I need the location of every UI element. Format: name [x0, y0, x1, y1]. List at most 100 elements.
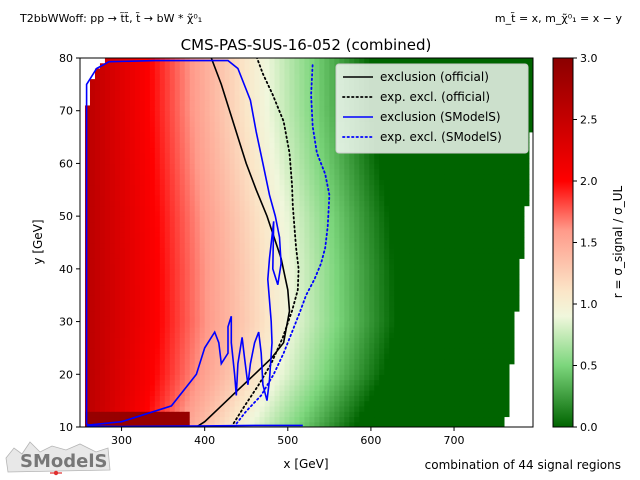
heatmap-cell [444, 263, 450, 270]
heatmap-cell [189, 374, 196, 381]
heatmap-cell [109, 332, 116, 338]
heatmap-cell [349, 237, 355, 244]
heatmap-cell [304, 347, 311, 354]
heatmap-cell [409, 216, 415, 223]
heatmap-cell [488, 390, 495, 396]
heatmap-cell [189, 279, 196, 286]
heatmap-cell [394, 332, 400, 338]
heatmap-cell [434, 179, 440, 186]
heatmap-cell [164, 210, 171, 217]
heatmap-cell [234, 411, 241, 418]
heatmap-cell [468, 268, 475, 275]
heatmap-cell [159, 358, 166, 365]
heatmap-cell [314, 321, 320, 328]
heatmap-cell [194, 416, 201, 423]
heatmap-cell [493, 384, 500, 391]
heatmap-cell [444, 195, 450, 201]
heatmap-cell [134, 305, 141, 312]
heatmap-cell [449, 300, 455, 307]
heatmap-cell [204, 189, 211, 196]
heatmap-cell [414, 200, 420, 207]
heatmap-cell [219, 321, 226, 328]
heatmap-cell [229, 168, 236, 175]
heatmap-cell [119, 358, 126, 365]
heatmap-cell [414, 421, 420, 427]
heatmap-cell [354, 168, 360, 175]
heatmap-cell [149, 184, 156, 191]
heatmap-cell [314, 384, 320, 391]
heatmap-cell [319, 395, 325, 402]
heatmap-cell [124, 363, 131, 370]
heatmap-cell [229, 189, 236, 196]
heatmap-cell [384, 358, 390, 365]
heatmap-cell [344, 347, 350, 354]
heatmap-cell [124, 379, 131, 386]
heatmap-cell [339, 284, 345, 291]
heatmap-cell [488, 247, 495, 254]
heatmap-cell [274, 179, 281, 186]
heatmap-cell [204, 126, 211, 133]
heatmap-cell [224, 205, 231, 212]
heatmap-cell [354, 326, 360, 333]
heatmap-cell [289, 342, 296, 349]
heatmap-cell [284, 221, 291, 228]
heatmap-cell [184, 242, 191, 249]
heatmap-cell [279, 311, 286, 317]
heatmap-cell [234, 200, 241, 207]
heatmap-cell [254, 142, 261, 149]
heatmap-cell [444, 216, 450, 223]
heatmap-cell [454, 369, 460, 375]
heatmap-cell [229, 247, 236, 254]
heatmap-cell [169, 195, 176, 201]
heatmap-cell [119, 131, 126, 138]
heatmap-cell [169, 152, 176, 159]
heatmap-cell [129, 374, 136, 381]
heatmap-cell [259, 411, 266, 418]
heatmap-cell [259, 421, 266, 427]
heatmap-cell [249, 226, 256, 233]
heatmap-cell [444, 163, 450, 170]
heatmap-cell [254, 173, 261, 180]
heatmap-cell [184, 274, 191, 280]
heatmap-cell [189, 411, 196, 418]
heatmap-cell [269, 416, 276, 423]
heatmap-cell [94, 321, 101, 328]
heatmap-cell [249, 332, 256, 338]
heatmap-cell [134, 126, 141, 133]
heatmap-cell [219, 390, 226, 396]
heatmap-cell [199, 184, 206, 191]
heatmap-cell [344, 416, 350, 423]
heatmap-cell [194, 347, 201, 354]
heatmap-cell [179, 163, 186, 170]
heatmap-cell [134, 289, 141, 296]
heatmap-cell [99, 147, 106, 154]
heatmap-cell [498, 411, 505, 418]
heatmap-cell [309, 363, 315, 370]
heatmap-cell [399, 242, 405, 249]
heatmap-cell [294, 205, 301, 212]
heatmap-cell [264, 353, 271, 360]
heatmap-cell [324, 168, 330, 175]
heatmap-cell [389, 332, 395, 338]
heatmap-cell [159, 337, 166, 344]
heatmap-cell [174, 295, 181, 302]
heatmap-cell [194, 332, 201, 338]
heatmap-cell [224, 189, 231, 196]
heatmap-cell [339, 305, 345, 312]
heatmap-cell [169, 321, 176, 328]
heatmap-cell [119, 379, 126, 386]
heatmap-cell [199, 163, 206, 170]
heatmap-cell [119, 247, 126, 254]
heatmap-cell [334, 395, 340, 402]
heatmap-cell [89, 195, 96, 201]
heatmap-cell [139, 263, 146, 270]
heatmap-cell [234, 263, 241, 270]
heatmap-cell [244, 332, 251, 338]
heatmap-cell [304, 353, 311, 360]
heatmap-cell [478, 332, 485, 338]
heatmap-cell [483, 374, 490, 381]
heatmap-cell [174, 126, 181, 133]
heatmap-cell [184, 195, 191, 201]
heatmap-cell [488, 242, 495, 249]
heatmap-cell [483, 247, 490, 254]
